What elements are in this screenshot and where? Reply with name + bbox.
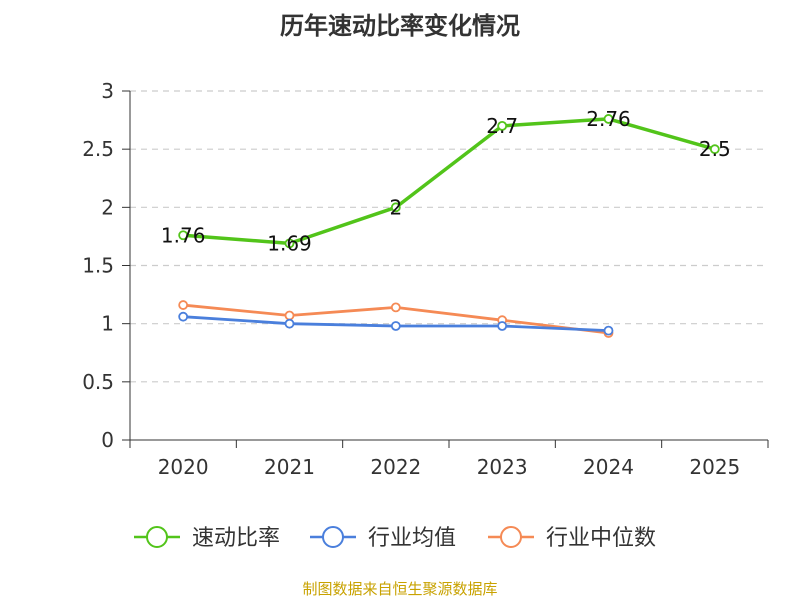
y-tick-label: 0 bbox=[101, 428, 114, 452]
y-tick-label: 0.5 bbox=[82, 370, 114, 394]
data-label: 1.76 bbox=[161, 223, 206, 247]
data-label: 2.5 bbox=[699, 137, 731, 161]
legend-label: 行业中位数 bbox=[546, 526, 656, 551]
data-source-note: 制图数据来自恒生聚源数据库 bbox=[302, 580, 498, 598]
data-point bbox=[603, 114, 614, 124]
data-point bbox=[497, 121, 508, 131]
x-tick-label: 2022 bbox=[370, 455, 421, 479]
data-point bbox=[390, 302, 401, 313]
legend-marker bbox=[322, 526, 344, 548]
data-point bbox=[284, 238, 295, 249]
legend-marker bbox=[500, 526, 522, 548]
data-point bbox=[284, 318, 295, 329]
chart-title: 历年速动比率变化情况 bbox=[280, 12, 520, 40]
data-label: 1.69 bbox=[267, 231, 312, 255]
series-line bbox=[181, 117, 717, 246]
data-point bbox=[497, 321, 508, 331]
x-tick-label: 2020 bbox=[158, 455, 209, 479]
data-point bbox=[390, 321, 401, 331]
data-label: 2 bbox=[389, 195, 402, 219]
x-tick-label: 2023 bbox=[477, 455, 528, 479]
data-label: 2.7 bbox=[486, 114, 518, 138]
legend-label: 行业均值 bbox=[368, 526, 456, 551]
x-tick-label: 2025 bbox=[689, 455, 740, 479]
y-tick-label: 1 bbox=[101, 312, 114, 336]
data-label: 2.76 bbox=[586, 107, 631, 131]
x-tick-label: 2024 bbox=[583, 455, 634, 479]
y-tick-label: 3 bbox=[101, 79, 114, 103]
y-tick-label: 2.5 bbox=[82, 137, 114, 161]
x-tick-label: 2021 bbox=[264, 455, 315, 479]
data-point bbox=[390, 202, 401, 213]
data-point bbox=[284, 310, 295, 321]
y-tick-label: 2 bbox=[101, 195, 114, 219]
data-point bbox=[178, 311, 189, 322]
y-tick-label: 1.5 bbox=[82, 254, 114, 278]
legend-label: 速动比率 bbox=[192, 526, 280, 551]
data-point bbox=[178, 230, 189, 241]
legend-marker bbox=[146, 526, 168, 548]
data-point bbox=[603, 325, 614, 336]
data-point bbox=[178, 300, 189, 310]
data-point bbox=[709, 144, 720, 155]
